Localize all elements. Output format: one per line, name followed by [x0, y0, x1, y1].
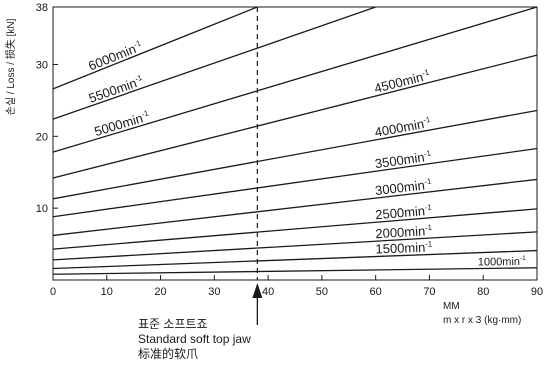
x-tick-label: 20: [154, 286, 166, 298]
y-tick-label: 30: [36, 59, 48, 71]
reference-line-group: [252, 7, 263, 325]
series-label-4500: 4500min-1: [373, 67, 432, 96]
series-label-5500: 5500min-1: [87, 73, 146, 106]
y-axis-ticks: 10 20 30 38: [36, 2, 58, 215]
series-line-4500: [52, 54, 538, 179]
y-tick-label: 10: [36, 203, 48, 215]
x-axis-sublabel: m x r x 3 (kg·mm): [443, 315, 521, 326]
reference-arrow-head: [252, 283, 263, 298]
series-line-1000: [52, 267, 538, 275]
x-tick-label: 40: [262, 286, 274, 298]
series-line-1500: [52, 249, 538, 270]
series-line-5000: [52, 6, 538, 153]
series-labels: 6000min-15500min-15000min-14500min-14000…: [86, 39, 526, 269]
series-line-2500: [52, 208, 538, 250]
x-axis-label: MM: [443, 301, 460, 312]
series-label-3000: 3000min-1: [374, 177, 432, 198]
x-tick-label: 30: [208, 286, 220, 298]
series-line-2000: [52, 231, 538, 261]
reference-label-korean: 표준 소프트죠: [138, 317, 208, 331]
x-tick-label: 80: [477, 286, 489, 298]
series-line-3000: [52, 178, 538, 237]
series-line-5500: [52, 6, 376, 120]
series-line-4000: [52, 109, 538, 200]
series-label-4000: 4000min-1: [374, 115, 433, 140]
series-label-2500: 2500min-1: [375, 203, 433, 223]
series-label-5000: 5000min-1: [93, 108, 152, 139]
y-axis-label: 손실 / Loss / 损失 [kN]: [4, 18, 17, 115]
x-tick-label: 70: [423, 286, 435, 298]
series-line-6000: [52, 6, 258, 90]
y-tick-label: 20: [36, 131, 48, 143]
x-tick-label: 50: [316, 286, 328, 298]
series-label-3500: 3500min-1: [374, 148, 432, 171]
series-lines: [52, 6, 538, 275]
series-label-1000: 1000min-1: [478, 255, 527, 269]
reference-label-chinese: 标准的软爪: [138, 346, 198, 361]
x-tick-label: 0: [50, 286, 56, 298]
x-tick-label: 10: [101, 286, 113, 298]
series-label-1500: 1500min-1: [375, 239, 432, 256]
plot-area-frame: [52, 6, 538, 281]
series-line-3500: [52, 147, 538, 218]
x-tick-label: 90: [531, 286, 543, 298]
x-axis-ticks: 0 10 20 30 40 50 60 70 80 90: [50, 275, 543, 298]
y-tick-label: 38: [36, 2, 48, 14]
reference-label-english: Standard soft top jaw: [138, 332, 251, 346]
x-tick-label: 60: [370, 286, 382, 298]
series-label-2000: 2000min-1: [375, 223, 433, 241]
